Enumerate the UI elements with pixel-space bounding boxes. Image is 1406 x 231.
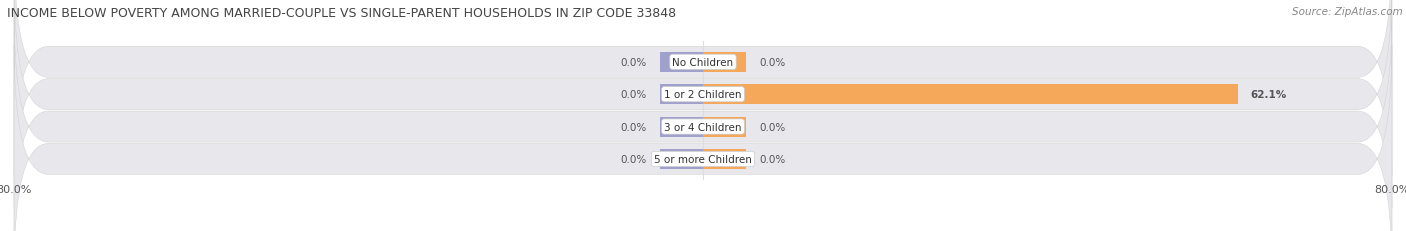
- Text: 0.0%: 0.0%: [621, 154, 647, 164]
- Text: INCOME BELOW POVERTY AMONG MARRIED-COUPLE VS SINGLE-PARENT HOUSEHOLDS IN ZIP COD: INCOME BELOW POVERTY AMONG MARRIED-COUPL…: [7, 7, 676, 20]
- Text: 0.0%: 0.0%: [759, 154, 785, 164]
- Text: 1 or 2 Children: 1 or 2 Children: [664, 90, 742, 100]
- FancyBboxPatch shape: [14, 0, 1392, 208]
- Bar: [703, 149, 747, 169]
- Text: 0.0%: 0.0%: [759, 58, 785, 67]
- Text: 5 or more Children: 5 or more Children: [654, 154, 752, 164]
- FancyBboxPatch shape: [14, 14, 1392, 231]
- FancyBboxPatch shape: [14, 46, 1392, 231]
- Bar: [703, 117, 747, 137]
- Text: Source: ZipAtlas.com: Source: ZipAtlas.com: [1292, 7, 1403, 17]
- Text: 62.1%: 62.1%: [1251, 90, 1286, 100]
- FancyBboxPatch shape: [14, 0, 1392, 176]
- Bar: [703, 52, 747, 73]
- Text: 0.0%: 0.0%: [621, 90, 647, 100]
- Text: 0.0%: 0.0%: [759, 122, 785, 132]
- Bar: [659, 52, 703, 73]
- Bar: [659, 85, 703, 105]
- Bar: [659, 117, 703, 137]
- Text: No Children: No Children: [672, 58, 734, 67]
- Bar: [659, 149, 703, 169]
- Text: 0.0%: 0.0%: [621, 122, 647, 132]
- Text: 3 or 4 Children: 3 or 4 Children: [664, 122, 742, 132]
- Bar: [703, 85, 1237, 105]
- Text: 0.0%: 0.0%: [621, 58, 647, 67]
